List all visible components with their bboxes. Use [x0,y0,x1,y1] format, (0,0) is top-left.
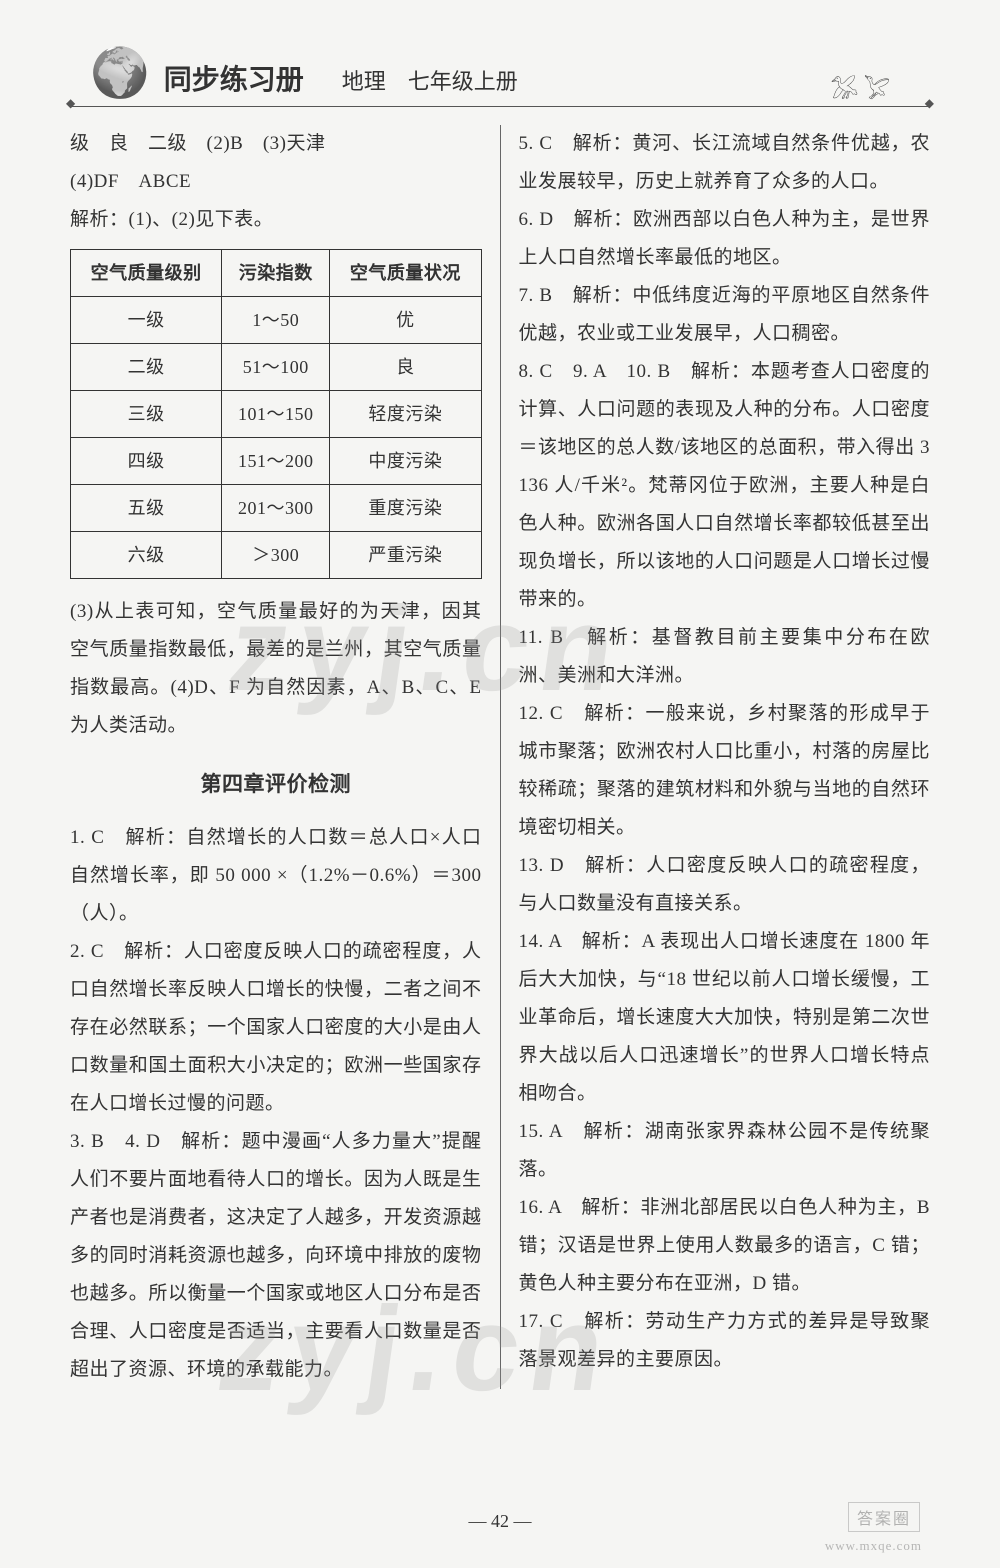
content-columns: 级 良 二级 (2)B (3)天津 (4)DF ABCE 解析：(1)、(2)见… [70,125,930,1389]
air-quality-table: 空气质量级别 污染指数 空气质量状况 一级 1～50 优 二级 51～100 良… [70,249,482,579]
birds-decoration: 𓅮 𓅯 [831,70,890,106]
th-index: 污染指数 [222,250,330,297]
q3: 3. B 4. D 解析：题中漫画“人多力量大”提醒人们不要片面地看待人口的增长… [70,1123,482,1389]
q7: 7. B 解析：中低纬度近海的平原地区自然条件优越，农业或工业发展早，人口稠密。 [519,277,931,353]
q12: 12. C 解析：一般来说，乡村聚落的形成早于城市聚落；欧洲农村人口比重小，村落… [519,695,931,847]
q6: 6. D 解析：欧洲西部以白色人种为主，是世界上人口自然增长率最低的地区。 [519,201,931,277]
th-status: 空气质量状况 [330,250,481,297]
table-header-row: 空气质量级别 污染指数 空气质量状况 [71,250,482,297]
q8: 8. C 9. A 10. B 解析：本题考查人口密度的计算、人口问题的表现及人… [519,353,931,619]
q15: 15. A 解析：湖南张家界森林公园不是传统聚落。 [519,1113,931,1189]
right-column: 5. C 解析：黄河、长江流域自然条件优越，农业发展较早，历史上就养育了众多的人… [500,125,931,1389]
globe-icon: 🌍 [90,50,150,98]
table-row: 三级 101～150 轻度污染 [71,391,482,438]
section-title: 第四章评价检测 [70,763,482,805]
q13: 13. D 解析：人口密度反映人口的疏密程度，与人口数量没有直接关系。 [519,847,931,923]
table-row: 一级 1～50 优 [71,297,482,344]
page-header: 🌍 同步练习册 地理 七年级上册 [70,50,930,98]
after-table-text: (3)从上表可知，空气质量最好的为天津，因其空气质量指数最低，最差的是兰州，其空… [70,593,482,745]
th-level: 空气质量级别 [71,250,222,297]
q16: 16. A 解析：非洲北部居民以白色人种为主，B 错；汉语是世界上使用人数最多的… [519,1189,931,1303]
left-line2: (4)DF ABCE [70,163,482,201]
q1: 1. C 解析：自然增长的人口数＝总人口×人口自然增长率，即 50 000 ×（… [70,819,482,933]
q2: 2. C 解析：人口密度反映人口的疏密程度，人口自然增长率反映人口增长的快慢，二… [70,933,482,1123]
q11: 11. B 解析：基督教目前主要集中分布在欧洲、美洲和大洋洲。 [519,619,931,695]
q17: 17. C 解析：劳动生产力方式的差异是导致聚落景观差异的主要原因。 [519,1303,931,1379]
answer-stamp: 答案圈 [848,1502,920,1532]
left-line1: 级 良 二级 (2)B (3)天津 [70,125,482,163]
title-sub: 地理 七年级上册 [342,64,518,96]
site-url: www.mxqe.com [825,1538,922,1554]
q14: 14. A 解析：A 表现出人口增长速度在 1800 年后大大加快，与“18 世… [519,923,931,1113]
table-row: 五级 201～300 重度污染 [71,485,482,532]
header-rule [70,106,930,107]
left-column: 级 良 二级 (2)B (3)天津 (4)DF ABCE 解析：(1)、(2)见… [70,125,500,1389]
q5: 5. C 解析：黄河、长江流域自然条件优越，农业发展较早，历史上就养育了众多的人… [519,125,931,201]
table-row: 六级 ＞300 严重污染 [71,532,482,579]
title-main: 同步练习册 [164,58,304,98]
table-row: 二级 51～100 良 [71,344,482,391]
table-row: 四级 151～200 中度污染 [71,438,482,485]
analysis-intro: 解析：(1)、(2)见下表。 [70,201,482,239]
